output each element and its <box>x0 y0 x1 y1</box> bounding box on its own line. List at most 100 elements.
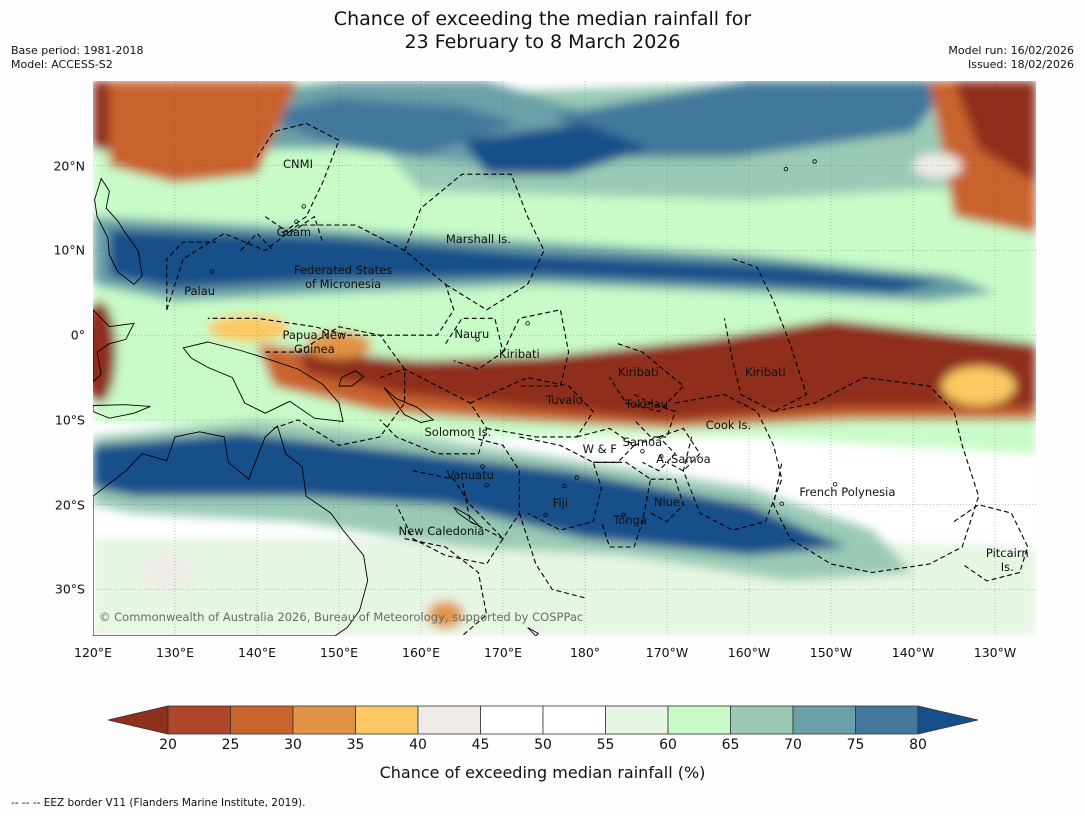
region-label: Nauru <box>454 327 489 341</box>
yellow-patch-east <box>941 366 1016 406</box>
region-label-line: Tonga <box>613 512 647 527</box>
colorbar-low-arrow <box>108 705 169 735</box>
colorbar-bin <box>292 705 356 735</box>
region-label: Fiji <box>553 496 568 510</box>
lon-tick-label: 120°E <box>73 645 113 660</box>
sulawesi-coast <box>93 309 135 383</box>
region-label-line: Samoa <box>622 434 663 449</box>
region-label: Papua New Guinea <box>282 328 346 356</box>
field-soft-layer <box>93 81 1036 636</box>
eez-guam <box>264 215 324 243</box>
colorbar-tick-label: 20 <box>159 737 177 753</box>
lon-tick-label: 140°E <box>237 645 277 660</box>
wet-patch-central-north <box>552 81 954 158</box>
region-label: A. Samoa <box>656 452 711 466</box>
region-label: Niue <box>654 495 680 509</box>
eez-footnote: -- -- -- EEZ border V11 (Flanders Marine… <box>11 797 306 809</box>
region-label-line: Tuvalu <box>546 393 583 408</box>
eez-kiribati-phoenix <box>609 343 685 413</box>
philippines-coast <box>94 177 143 286</box>
island-outline <box>562 483 567 489</box>
island-outline <box>209 269 215 274</box>
solomon-is-coast <box>383 387 435 423</box>
colorbar-high-arrow <box>917 705 978 735</box>
region-label-line: Federated States <box>294 262 393 277</box>
model-text: Model: ACCESS-S2 <box>11 58 113 71</box>
yellow-patch-png-north <box>207 314 290 342</box>
dry-corner-ne <box>954 81 1036 183</box>
new-zealand-coast <box>527 627 540 636</box>
graticule <box>93 81 1036 636</box>
dry-corner-nw-outer <box>109 81 299 183</box>
eez-solomon <box>379 368 488 455</box>
lon-tick-label: 170°E <box>483 645 523 660</box>
lat-tick-label: 10°N <box>53 242 85 258</box>
grey-patch-ne <box>913 153 963 179</box>
eez-french-polynesia <box>773 377 980 574</box>
colorbar-tick-label: 50 <box>534 737 552 753</box>
lon-tick-label: 160°E <box>401 645 441 660</box>
region-label-line: Kiribati <box>745 364 786 379</box>
colorbar-bin <box>167 705 231 735</box>
lat-tick-label: 0° <box>70 327 85 343</box>
orange-patch-south <box>427 601 464 629</box>
colorbar-bin <box>792 705 856 735</box>
new-guinea-coast <box>182 341 344 423</box>
region-label: W & F <box>583 442 617 456</box>
region-label-line: Cook Is. <box>705 418 752 432</box>
wet-patch-central-north-core <box>462 123 651 175</box>
region-label-line: Is. <box>1000 559 1014 574</box>
colorbar-bin <box>542 705 606 735</box>
region-label: Tonga <box>613 513 647 527</box>
eez-marshall <box>404 173 545 311</box>
chart-title: Chance of exceeding the median rainfall … <box>0 8 1085 54</box>
region-label-line: Marshall Is. <box>445 232 511 247</box>
meta-right: Model run: 16/02/2026 Issued: 18/02/2026 <box>948 44 1074 72</box>
colorbar <box>108 705 978 735</box>
eez-south-2 <box>518 512 586 599</box>
colorbar-bin <box>480 705 544 735</box>
eez-kiribati-west <box>502 309 570 387</box>
wet-band-south <box>93 432 848 556</box>
region-label: Solomon Is. <box>424 425 491 439</box>
eez-american-samoa <box>658 427 701 472</box>
region-label-line: Nauru <box>454 327 490 342</box>
eez-cnmi <box>256 122 340 234</box>
copyright-credit: © Commonwealth of Australia 2026, Bureau… <box>99 610 584 624</box>
island-outline <box>621 512 626 518</box>
eez-south-1 <box>404 538 488 636</box>
eez-fiji <box>519 436 602 531</box>
lon-tick-label: 130°W <box>973 645 1017 660</box>
colorbar-tick-label: 70 <box>784 737 802 753</box>
colorbar-tick-label: 80 <box>909 737 927 753</box>
region-label: Federated States of Micronesia <box>294 263 392 291</box>
meta-left: Base period: 1981-2018 Model: ACCESS-S2 <box>11 44 143 72</box>
colorbar-tick-label: 35 <box>346 737 365 753</box>
eez-niue <box>650 478 685 523</box>
lon-tick-label: 130°E <box>155 645 195 660</box>
island-outline <box>574 475 579 480</box>
eez-tonga <box>593 461 652 548</box>
island-outline <box>659 454 664 459</box>
colorbar-tick-label: 65 <box>721 737 740 753</box>
island-outline <box>301 204 306 209</box>
colorbar-bin <box>355 705 419 735</box>
lesser-sunda-coast <box>93 404 151 419</box>
rainfall-map[interactable]: CNMI Guam Marshall Is. Federated States of M… <box>93 81 1036 636</box>
grey-patch-australia <box>142 553 192 592</box>
lon-tick-label: 170°W <box>645 645 689 660</box>
region-label-line: Tokelau <box>625 396 668 411</box>
eez-tuvalu <box>469 377 594 438</box>
region-label-line: Niue <box>653 495 681 510</box>
model-run-text: Model run: 16/02/2026 <box>948 44 1074 57</box>
region-label-line: Papua New <box>282 327 347 342</box>
colorbar-bin <box>417 705 481 735</box>
region-label: Palau <box>184 284 215 298</box>
colorbar-tick-label: 75 <box>846 737 865 753</box>
island-outline <box>525 321 530 326</box>
island-outline <box>832 482 838 487</box>
region-label-line: CNMI <box>283 157 313 172</box>
lat-tick-label: 10°S <box>54 412 85 428</box>
island-outline <box>475 337 480 342</box>
colorbar-bin <box>855 705 919 735</box>
